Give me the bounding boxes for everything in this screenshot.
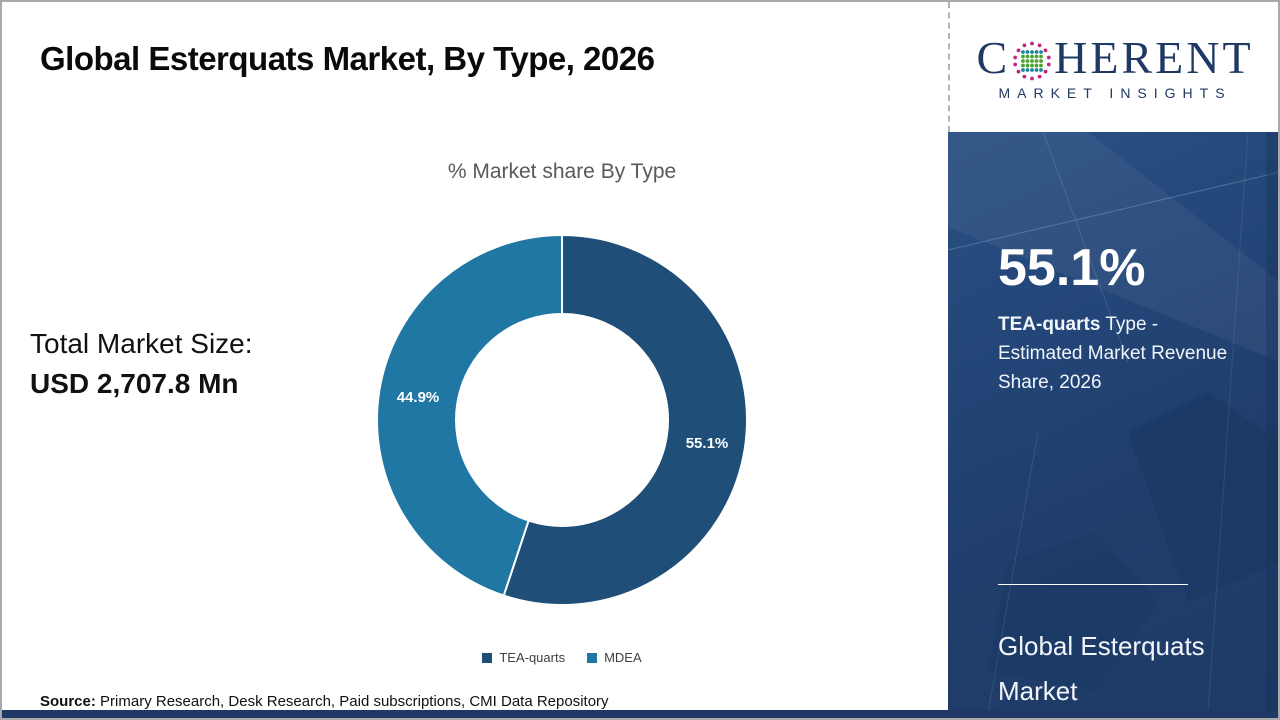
source-note: Source: Primary Research, Desk Research,…: [40, 693, 609, 710]
highlight-segment-name: TEA-quarts: [998, 314, 1101, 335]
brand-logo-row: C HERENT: [976, 34, 1253, 82]
legend-label-mdea: MDEA: [604, 650, 642, 665]
source-label: Source:: [40, 693, 96, 710]
highlight-description: TEA-quarts Type - Estimated Market Reven…: [998, 310, 1238, 397]
slice-label-tea-quarts: 55.1%: [686, 435, 729, 452]
brand-word: HERENT: [1054, 31, 1254, 83]
total-market-size-label: Total Market Size:: [30, 328, 253, 359]
slice-label-mdea: 44.9%: [397, 389, 440, 406]
donut-slice-tea-quarts: [502, 235, 747, 605]
total-market-size-value: USD 2,707.8 Mn: [30, 368, 239, 399]
page-title: Global Esterquats Market, By Type, 2026: [40, 40, 655, 77]
legend-swatch-mdea: [587, 652, 598, 663]
brand-letter-c: C: [976, 31, 1011, 83]
bottom-accent-bar: [2, 710, 1278, 718]
donut-chart: 55.1% 44.9%: [377, 235, 747, 605]
sidebar-market-name: Global Esterquats Market: [998, 631, 1205, 706]
legend-label-tea-quarts: TEA-quarts: [499, 650, 566, 665]
globe-dots-icon: [1013, 41, 1051, 80]
donut-slice-mdea: [377, 235, 563, 597]
sidebar-divider: [998, 584, 1188, 585]
source-text: Primary Research, Desk Research, Paid su…: [95, 693, 609, 710]
chart-title: % Market share By Type: [447, 160, 677, 183]
legend-item-mdea: MDEA: [587, 650, 642, 665]
highlight-description-rest: Type - Estimated Market Revenue Share, 2…: [998, 314, 1228, 393]
world-map-texture: [948, 132, 1278, 713]
brand-subtitle: MARKET INSIGHTS: [998, 84, 1232, 101]
brand-logo: C HERENT MARKET INSIGHTS: [948, 2, 1278, 132]
legend-swatch-tea-quarts: [482, 652, 493, 663]
highlight-percentage: 55.1%: [998, 239, 1146, 297]
chart-legend: TEA-quarts MDEA: [352, 650, 772, 665]
legend-item-tea-quarts: TEA-quarts: [482, 650, 565, 665]
highlight-sidebar: 55.1% TEA-quarts Type - Estimated Market…: [948, 132, 1278, 713]
total-market-size-block: Total Market Size: USD 2,707.8 Mn: [30, 324, 253, 404]
